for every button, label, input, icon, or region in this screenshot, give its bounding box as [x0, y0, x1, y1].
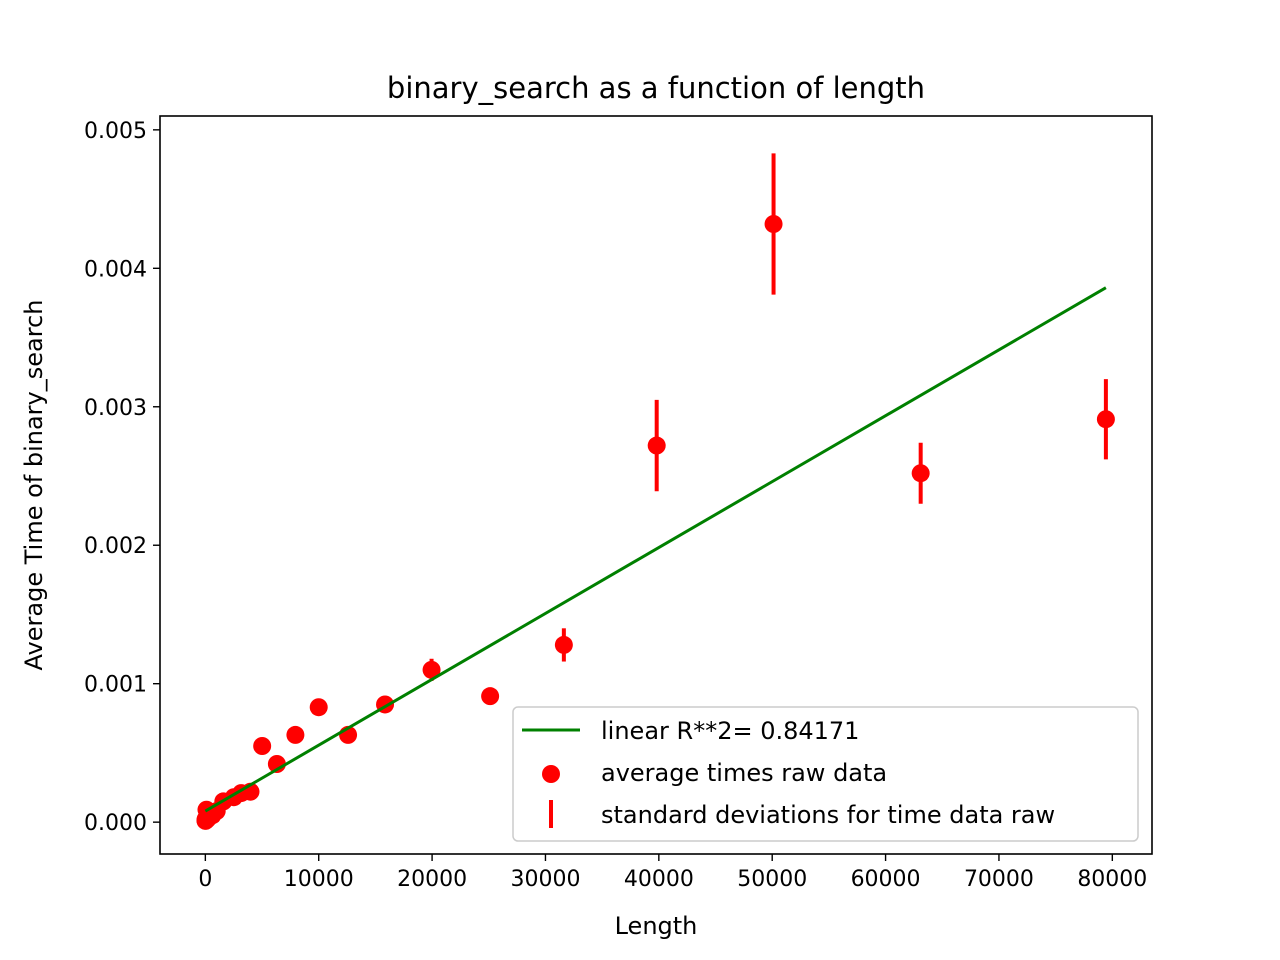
x-axis-label: Length — [615, 912, 698, 940]
data-point — [554, 635, 573, 654]
data-point — [481, 687, 500, 706]
legend-box — [512, 706, 1139, 842]
plot-frame — [159, 115, 1153, 855]
plot-area — [196, 153, 1115, 830]
legend-label: standard deviations for time data raw — [601, 801, 1055, 829]
x-tick-label: 70000 — [964, 867, 1034, 892]
y-tick-label: 0.005 — [84, 119, 147, 144]
y-tick-label: 0.000 — [84, 811, 147, 836]
x-tick-label: 80000 — [1077, 867, 1147, 892]
x-tick-label: 30000 — [510, 867, 580, 892]
legend-label: average times raw data — [601, 759, 887, 787]
x-tick-label: 40000 — [624, 867, 694, 892]
y-tick-label: 0.002 — [84, 534, 147, 559]
legend-dot-swatch — [542, 765, 560, 783]
linear-fit-line — [204, 286, 1107, 813]
x-tick-label: 0 — [198, 867, 212, 892]
data-point — [422, 660, 441, 679]
axes: 0 10000 20000 30000 40000 50000 60000 70000 8000… — [84, 119, 1147, 892]
x-tick-label: 50000 — [737, 867, 807, 892]
data-point — [253, 737, 272, 755]
x-tick-label: 60000 — [851, 867, 921, 892]
data-point — [1096, 410, 1115, 429]
data-point — [286, 725, 305, 744]
y-tick-label: 0.004 — [84, 257, 147, 282]
chart-title: binary_search as a function of length — [387, 71, 925, 105]
y-tick-label: 0.003 — [84, 396, 147, 421]
legend-label: linear R**2= 0.84171 — [601, 717, 859, 745]
x-tick-label: 20000 — [397, 867, 467, 892]
legend: linear R**2= 0.84171 average times raw da… — [512, 706, 1139, 842]
y-tick-label: 0.001 — [84, 673, 147, 698]
x-tick-label: 10000 — [284, 867, 354, 892]
data-point — [764, 215, 783, 233]
data-point — [647, 436, 666, 455]
y-axis-label: Average Time of binary_search — [20, 300, 48, 671]
data-point — [911, 464, 930, 483]
data-point — [309, 698, 328, 717]
